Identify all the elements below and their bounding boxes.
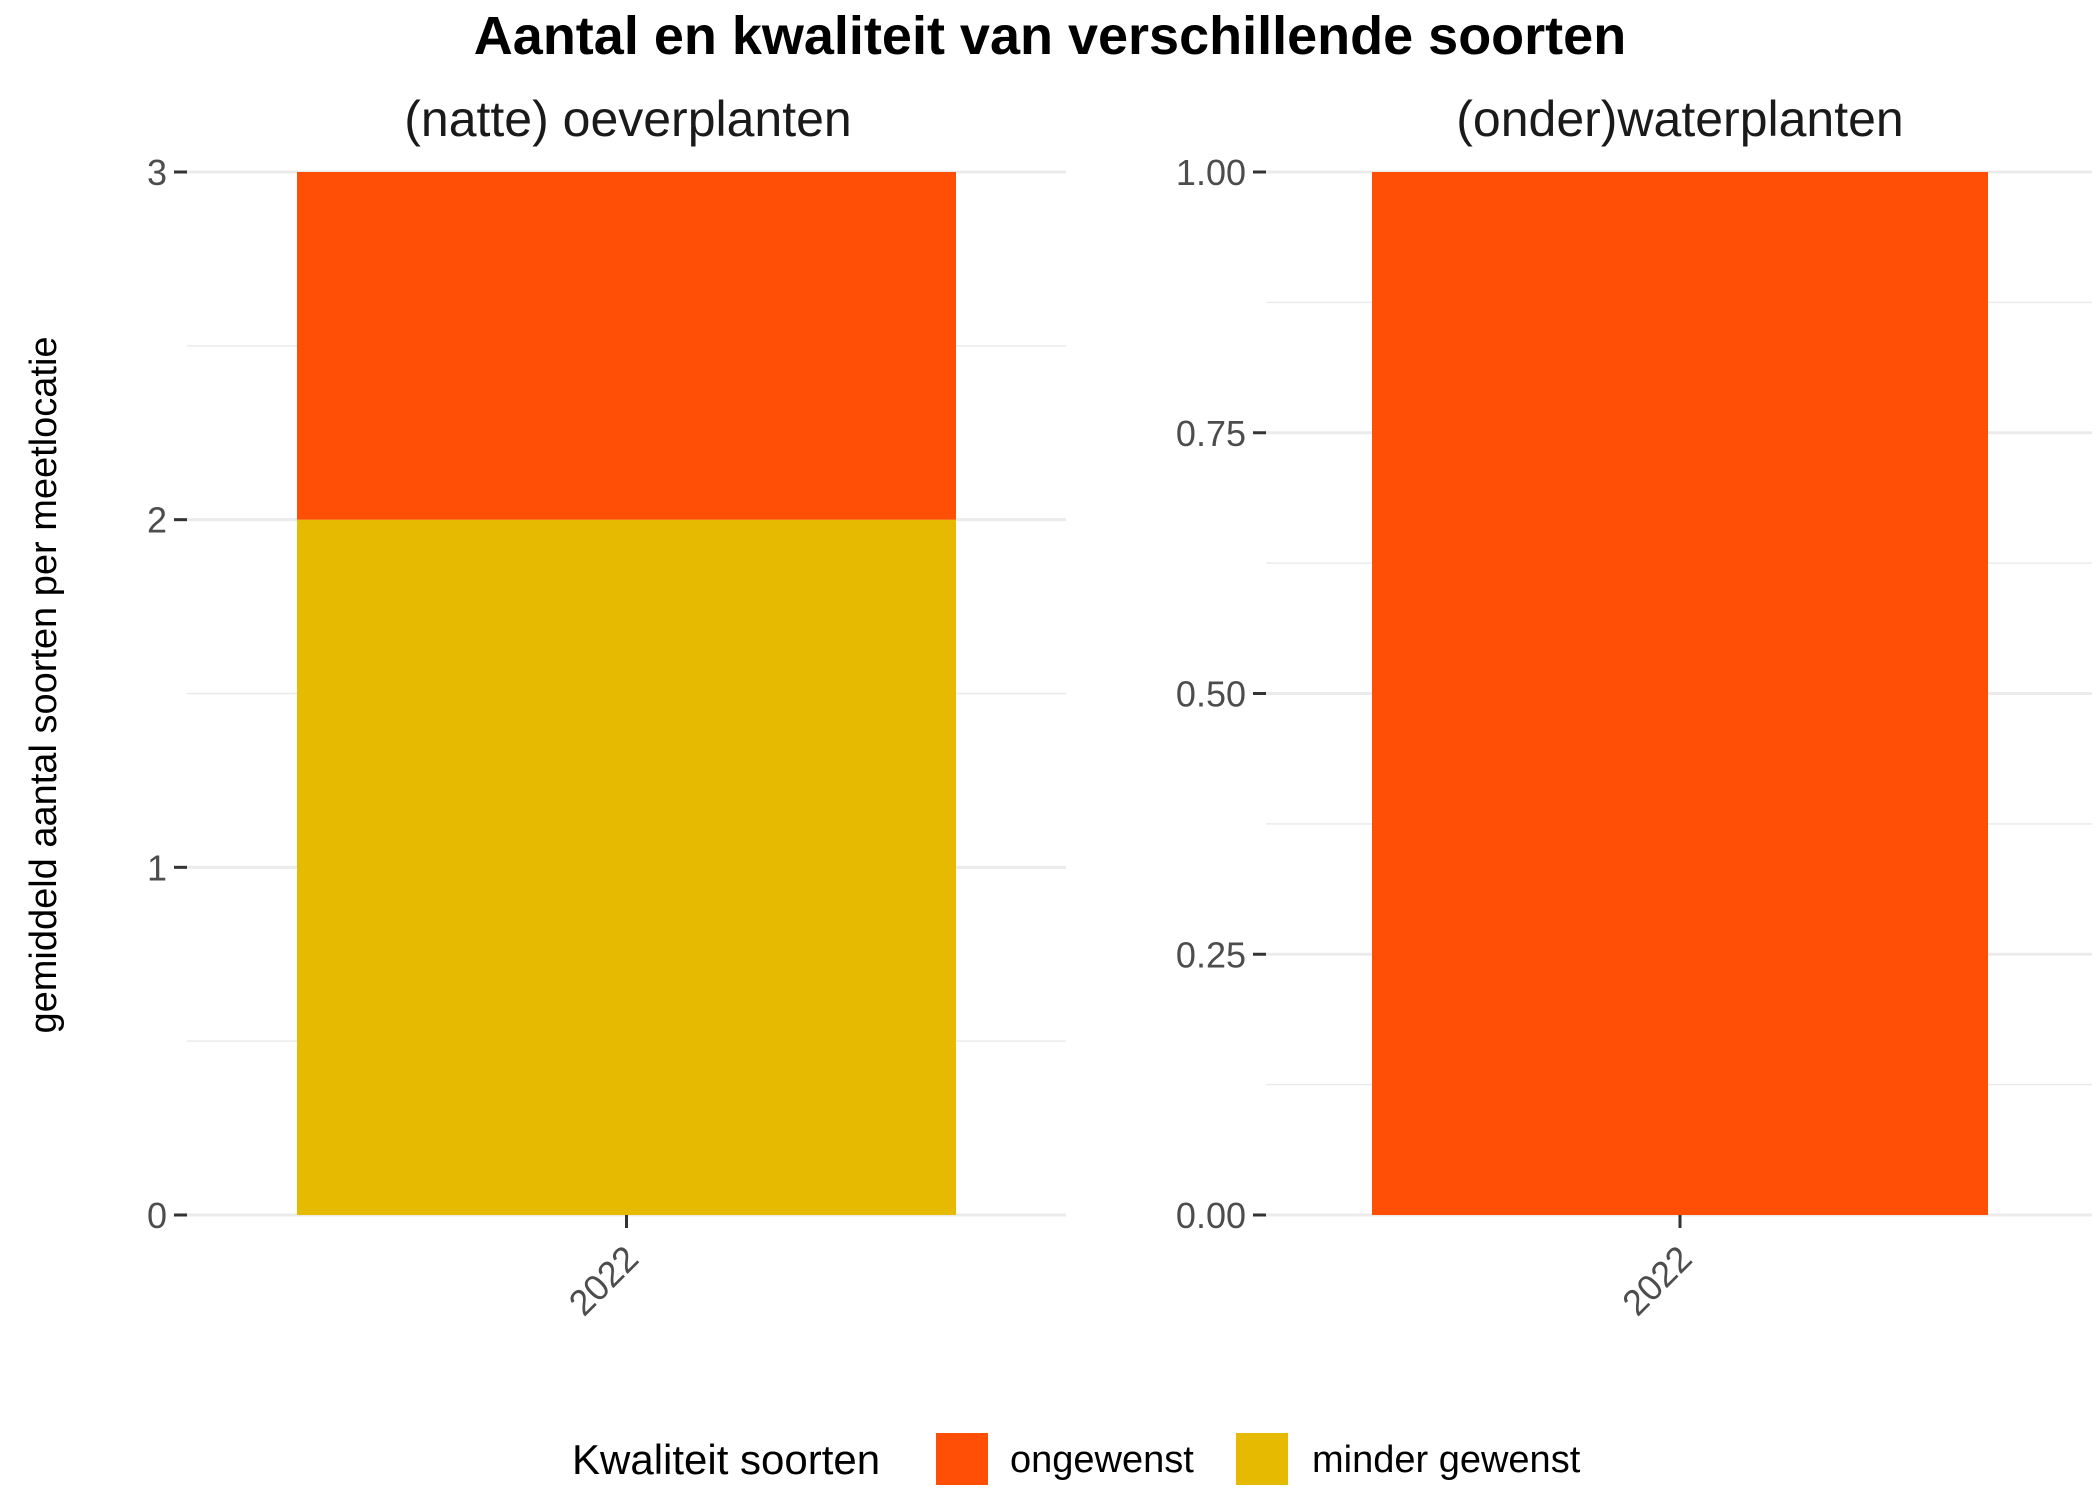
x-tick-label: 2022 — [1614, 1238, 1700, 1324]
legend-label-minder-gewenst: minder gewenst — [1312, 1439, 1581, 1481]
legend-title: Kwaliteit soorten — [572, 1436, 880, 1483]
y-tick-label: 0.00 — [1176, 1195, 1246, 1236]
x-tick-label: 2022 — [561, 1238, 647, 1324]
panel-title-oeverplanten: (natte) oeverplanten — [404, 91, 852, 147]
panel-waterplanten: 0.00 0.25 0.50 0.75 1.00 2022 — [1176, 152, 2092, 1323]
y-axis-title: gemiddeld aantal soorten per meetlocatie — [23, 336, 65, 1033]
y-tick-label: 0.75 — [1176, 413, 1246, 454]
y-tick-label: 1.00 — [1176, 152, 1246, 193]
panel-oeverplanten: 0 1 2 3 2022 — [147, 152, 1066, 1323]
bar-ongewenst — [297, 172, 956, 520]
chart-title: Aantal en kwaliteit van verschillende so… — [474, 6, 1626, 66]
legend: Kwaliteit soorten ongewenst minder gewen… — [572, 1433, 1581, 1485]
bar-ongewenst — [1372, 172, 1988, 1215]
panel-title-waterplanten: (onder)waterplanten — [1456, 91, 1904, 147]
y-tick-label: 2 — [147, 500, 167, 541]
y-tick-label: 0.50 — [1176, 674, 1246, 715]
y-tick-label: 0.25 — [1176, 934, 1246, 975]
legend-label-ongewenst: ongewenst — [1010, 1439, 1194, 1481]
y-tick-label: 3 — [147, 152, 167, 193]
bar-minder-gewenst — [297, 519, 956, 1215]
y-tick-label: 1 — [147, 847, 167, 888]
legend-swatch-minder-gewenst — [1236, 1433, 1288, 1485]
legend-swatch-ongewenst — [936, 1433, 988, 1485]
y-tick-label: 0 — [147, 1195, 167, 1236]
